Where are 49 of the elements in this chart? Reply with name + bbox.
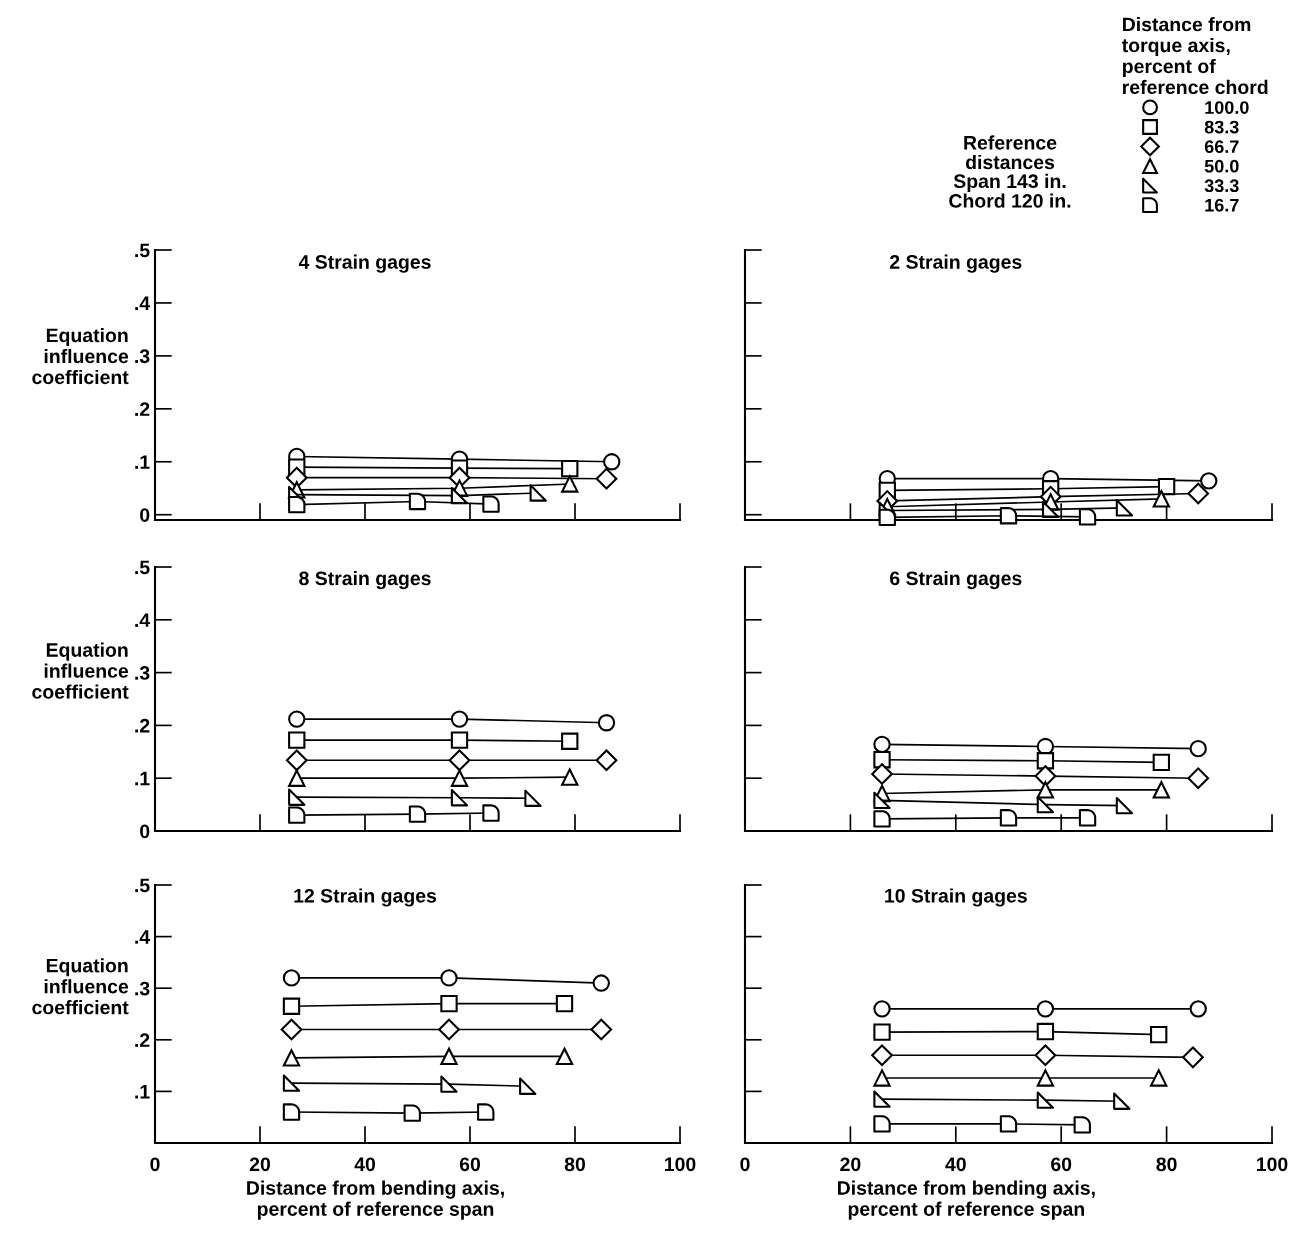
y-tick-label: .5: [135, 878, 150, 893]
chart-title: 10 Strain gages: [885, 888, 1027, 907]
y-tick-label: .5: [135, 560, 150, 575]
x-tick-label: 100: [1257, 1157, 1288, 1172]
text: 100.0: [1205, 101, 1249, 114]
y-tick-label: .1: [135, 1085, 150, 1099]
x-tick-label: 60: [459, 1157, 481, 1172]
y-axis-title: Equation influence coefficient: [32, 327, 129, 385]
text: Span 143 in.: [953, 173, 1066, 192]
chart-title: 6 Strain gages: [890, 570, 1022, 590]
y-tick-label: .2: [135, 402, 150, 416]
y-axis-title: Equation influence coefficient: [32, 958, 129, 1015]
x-tick-label: 100: [665, 1157, 696, 1172]
x-axis-title: Distance from bending axis, percent of reference span: [837, 1180, 1095, 1220]
x-tick-label: 20: [840, 1157, 861, 1172]
y-tick-label: .4: [135, 930, 151, 944]
y-tick-label: .4: [135, 296, 151, 310]
text: 66.7: [1204, 140, 1239, 154]
chart-title: 12 Strain gages: [294, 888, 437, 907]
text: Chord 120 in.: [949, 193, 1071, 208]
text: 16.7: [1205, 198, 1239, 212]
y-tick-label: 0: [140, 508, 150, 522]
y-tick-label: .5: [135, 243, 150, 258]
chart-title: 4 Strain gages: [298, 254, 431, 273]
y-tick-label: .1: [135, 771, 150, 786]
chart-title: 8 Strain gages: [299, 570, 431, 590]
y-tick-label: .4: [135, 613, 151, 627]
chart-title: 2 Strain gages: [890, 254, 1022, 273]
text: 50.0: [1204, 159, 1239, 173]
x-tick-label: 40: [354, 1157, 376, 1172]
y-tick-label: .3: [135, 349, 150, 364]
x-tick-label: 60: [1051, 1157, 1072, 1172]
text: 33.3: [1204, 179, 1239, 193]
x-tick-label: 80: [564, 1157, 586, 1172]
x-tick-label: 20: [249, 1157, 271, 1172]
text: Reference distances: [964, 135, 1057, 170]
y-axis-title: Equation influence coefficient: [32, 642, 129, 699]
y-tick-label: .2: [135, 1033, 150, 1047]
x-tick-label: 0: [740, 1157, 750, 1172]
y-tick-label: .2: [135, 718, 150, 733]
legend-title: Distance from torque axis, percent of reference chord: [1121, 17, 1268, 95]
y-tick-label: 0: [140, 824, 150, 839]
y-tick-label: .3: [135, 981, 150, 996]
x-tick-label: 80: [1156, 1157, 1177, 1172]
text: 83.3: [1204, 120, 1239, 134]
x-axis-title: Distance from bending axis, percent of reference span: [247, 1180, 504, 1220]
y-tick-label: .3: [135, 666, 150, 680]
x-tick-label: 40: [945, 1157, 966, 1172]
y-tick-label: .1: [135, 455, 150, 469]
